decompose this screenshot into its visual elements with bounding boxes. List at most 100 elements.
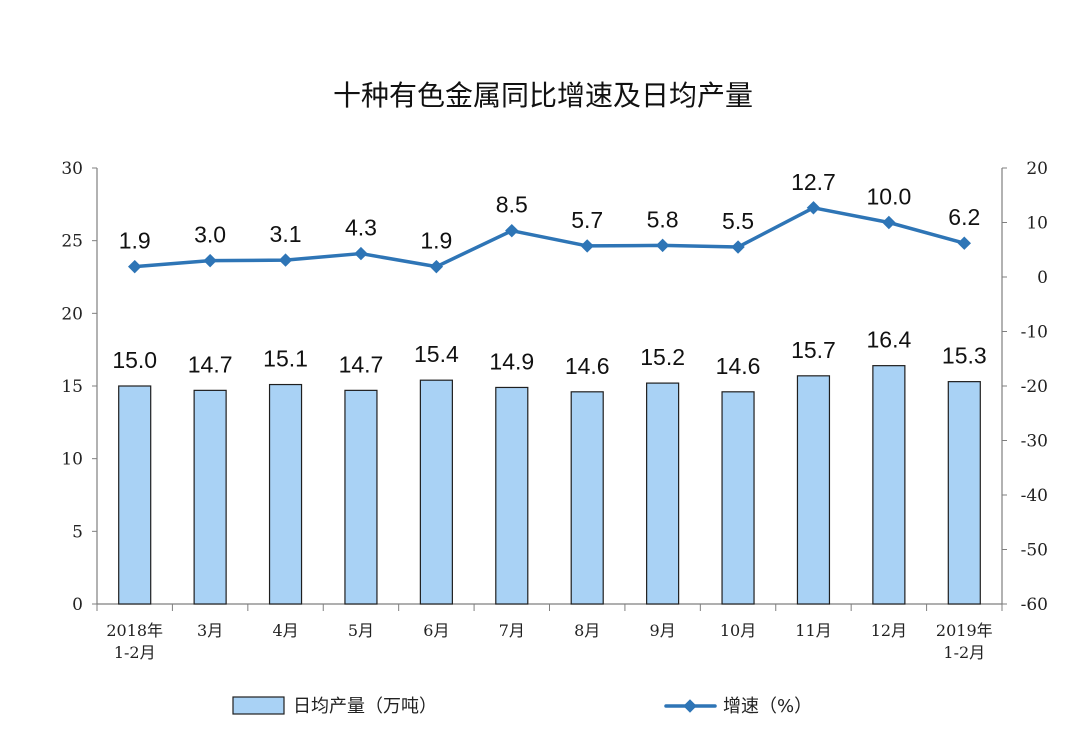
line-data-label: 1.9 (119, 228, 151, 254)
bar-data-label: 15.3 (942, 343, 987, 369)
line-data-label: 3.0 (194, 222, 226, 248)
line-data-label: 4.3 (345, 215, 377, 241)
line-point (354, 246, 368, 261)
bar (947, 381, 981, 605)
legend-line-label: 增速（%） (723, 696, 812, 717)
bar-data-label: 15.7 (791, 337, 836, 363)
x-axis-category-label-line: 5月 (348, 621, 374, 640)
x-axis-category-label: 2019年 1-2月 (936, 621, 993, 662)
bar-data-labels: 15.0 14.7 15.1 14.7 15.4 14.9 14.6 15.2 14.6 15.7… (112, 327, 986, 379)
legend: 日均产量（万吨） 增速（%） (232, 696, 812, 717)
right-axis-tick-label: -30 (1021, 432, 1048, 452)
line-data-label: 5.8 (647, 206, 679, 232)
chart-title: 十种有色金属同比增速及日均产量 (333, 79, 753, 112)
x-axis-category-label: 2018年 1-2月 (106, 621, 163, 662)
x-axis-category-label: 8月 (574, 621, 600, 640)
x-axis-category-label-line: 7月 (499, 621, 525, 640)
bar (495, 386, 529, 605)
line-data-label: 12.7 (791, 169, 836, 195)
bar (646, 382, 680, 605)
x-axis-category-label-line: 10月 (720, 621, 756, 640)
line-series (128, 201, 971, 274)
left-axis-tick-label: 5 (72, 522, 83, 542)
axes: 0 5 10 15 20 25 30 -60 -50 -40 -30 -20 -10 0 10 20 (61, 159, 1048, 615)
bar (721, 391, 755, 605)
bar-data-label: 15.1 (263, 346, 308, 372)
line-data-label: 5.7 (571, 207, 603, 233)
right-axis-tick-label: 10 (1026, 214, 1048, 234)
bar (796, 375, 831, 605)
x-axis-labels: 2018年 1-2月 3月 4月 5月 6月 7月 8月 9月 10月 11月 12月 2019年 1-2… (106, 621, 992, 662)
line-point (957, 236, 971, 250)
line-point (731, 240, 745, 254)
x-axis-category-label: 5月 (348, 621, 374, 640)
line-point (429, 259, 444, 274)
bar-data-label: 14.9 (489, 348, 534, 374)
line-data-labels: 1.9 3.0 3.1 4.3 1.9 8.5 5.7 5.8 5.5 12.7 10.0 6.2 (119, 169, 981, 254)
bar-data-label: 15.0 (112, 347, 157, 373)
left-axis-tick-label: 0 (72, 595, 83, 615)
x-axis-category-label-line: 2019年 (936, 621, 993, 640)
right-axis-tick-label: -10 (1021, 323, 1048, 343)
line-data-label: 8.5 (496, 192, 528, 218)
legend-line-marker (683, 699, 697, 713)
left-axis-tick-label: 30 (61, 159, 83, 179)
right-axis-tick-label: -40 (1021, 486, 1048, 506)
bar (419, 379, 453, 605)
line-point (655, 238, 670, 253)
x-axis-category-label-line: 2018年 (106, 621, 163, 640)
x-axis-category-label-line: 6月 (423, 621, 449, 640)
bar-data-label: 16.4 (866, 327, 911, 353)
line-data-label: 1.9 (420, 228, 452, 254)
growth-line (132, 206, 967, 269)
bar-series (118, 365, 981, 605)
x-axis-category-label: 10月 (720, 621, 756, 640)
right-axis-tick-label: 20 (1026, 159, 1048, 179)
bar (193, 389, 227, 605)
line-point (203, 253, 217, 268)
x-axis-category-label: 9月 (650, 621, 676, 640)
legend-bar-label: 日均产量（万吨） (293, 696, 437, 717)
line-point (278, 253, 293, 267)
x-axis-category-label: 6月 (423, 621, 449, 640)
bar-data-label: 14.6 (716, 353, 761, 379)
line-point (580, 239, 594, 253)
bar-data-label: 15.2 (640, 344, 685, 370)
bar-data-label: 14.6 (565, 353, 610, 379)
line-point (806, 201, 821, 215)
x-axis-category-label-line: 11月 (795, 621, 831, 640)
x-axis-category-label: 3月 (197, 621, 223, 640)
right-axis-tick-label: 0 (1037, 268, 1048, 288)
line-point (128, 259, 142, 274)
line-point (505, 223, 519, 238)
x-axis-category-label: 7月 (499, 621, 525, 640)
right-axis-tick-label: -60 (1021, 595, 1048, 615)
x-axis-category-label: 4月 (272, 621, 298, 640)
left-axis-tick-label: 25 (61, 232, 83, 252)
legend-bar-swatch (232, 696, 285, 715)
x-axis-category-label-line: 9月 (650, 621, 676, 640)
left-axis-tick-label: 20 (61, 304, 83, 324)
bar (268, 383, 303, 605)
left-axis-tick-label: 15 (61, 377, 83, 397)
bar (344, 389, 378, 605)
line-point (882, 215, 896, 230)
line-data-label: 10.0 (866, 184, 911, 210)
bar (570, 391, 604, 605)
x-axis-category-label: 11月 (795, 621, 831, 640)
right-axis-tick-label: -20 (1021, 377, 1048, 397)
right-axis-tick-label: -50 (1021, 541, 1048, 561)
x-axis-category-label-line: 4月 (272, 621, 298, 640)
x-axis-category-label-line: 8月 (574, 621, 600, 640)
x-axis-category-label-line: 1-2月 (943, 643, 985, 662)
line-data-label: 6.2 (948, 204, 980, 230)
bar-data-label: 15.4 (414, 341, 459, 367)
bar-data-label: 14.7 (188, 351, 233, 377)
bar-data-label: 14.7 (339, 351, 384, 377)
left-axis-tick-label: 10 (61, 450, 83, 470)
x-axis-category-label-line: 12月 (871, 621, 907, 640)
line-data-label: 5.5 (722, 208, 754, 234)
x-axis-category-label-line: 3月 (197, 621, 223, 640)
x-axis-category-label-line: 1-2月 (114, 643, 156, 662)
